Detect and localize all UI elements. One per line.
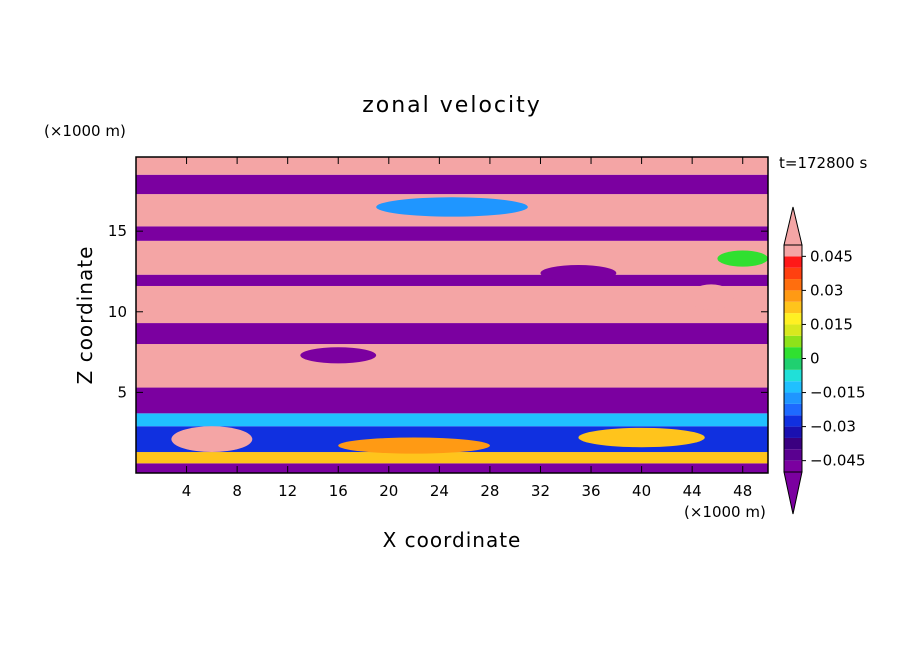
x-axis-unit: (×1000 m) [684, 503, 766, 521]
x-tick-label-0: 4 [182, 482, 192, 500]
colorbar-swatch-6 [784, 392, 802, 404]
heatmap-patch-3 [688, 284, 734, 311]
x-tick-label-2: 12 [278, 482, 297, 500]
x-tick-label-3: 16 [329, 482, 348, 500]
colorbar-label-6: −0.045 [810, 452, 866, 470]
heatmap-patch-5 [376, 197, 528, 217]
y-tick-label-1: 10 [108, 303, 127, 321]
colorbar-swatch-4 [784, 415, 802, 427]
colorbar-extend-max [783, 206, 803, 246]
x-tick-label-9: 40 [632, 482, 651, 500]
heatmap-patch-4 [540, 265, 617, 282]
colorbar-swatch-5 [784, 403, 802, 416]
heatmap-band-1 [136, 452, 768, 464]
colorbar-label-4: −0.015 [810, 384, 866, 402]
y-axis-label: Z coordinate [73, 246, 97, 385]
heatmap-patch-1 [338, 437, 490, 454]
chart-title: zonal velocity [362, 93, 542, 118]
colorbar-label-1: 0.03 [810, 281, 843, 299]
x-tick-label-6: 28 [480, 482, 499, 500]
colorbar-swatch-9 [784, 358, 802, 370]
colorbar-label-3: 0 [810, 350, 820, 368]
heatmap-field [136, 157, 768, 473]
heatmap-band-4 [136, 387, 768, 414]
colorbar-swatch-11 [784, 335, 802, 348]
heatmap-band-6 [136, 323, 768, 345]
colorbar-swatch-12 [784, 324, 802, 336]
colorbar-swatch-19 [784, 245, 802, 257]
colorbar-swatch-8 [784, 369, 802, 382]
x-tick-label-1: 8 [232, 482, 242, 500]
colorbar-swatch-13 [784, 313, 802, 325]
x-tick-label-11: 48 [733, 482, 752, 500]
y-tick-label-2: 15 [108, 222, 127, 240]
heatmap-band-10 [136, 226, 768, 241]
y-axis-unit: (×1000 m) [44, 122, 126, 140]
plot-frame [135, 156, 769, 474]
x-axis-ticks: 4 8 12 16 20 24 28 32 36 40 44 48 [182, 157, 752, 500]
colorbar-swatch-10 [784, 347, 802, 359]
heatmap-band-0 [136, 463, 768, 473]
y-axis-ticks: 5 10 15 [108, 222, 768, 401]
colorbar-label-0: 0.045 [810, 247, 853, 265]
x-tick-label-4: 20 [379, 482, 398, 500]
heatmap-band-8 [136, 274, 768, 286]
heatmap-band-7 [136, 285, 768, 324]
heatmap-patch-2 [578, 427, 705, 448]
colorbar-swatch-3 [784, 426, 802, 438]
colorbar-swatch-17 [784, 267, 802, 280]
colorbar-extend-min [783, 471, 803, 515]
heatmap-band-13 [136, 157, 768, 175]
heatmap-patch-7 [717, 250, 768, 267]
colorbar-swatch-2 [784, 437, 802, 450]
colorbar-swatch-15 [784, 290, 802, 302]
x-tick-label-10: 44 [683, 482, 702, 500]
colorbar: 0.045 0.03 0.015 0 −0.015 −0.03 −0.045 [783, 206, 866, 515]
colorbar-swatch-18 [784, 256, 802, 268]
heatmap-band-5 [136, 344, 768, 388]
colorbar-label-5: −0.03 [810, 418, 856, 436]
heatmap-band-9 [136, 240, 768, 275]
x-tick-label-5: 24 [430, 482, 449, 500]
y-tick-label-0: 5 [117, 383, 127, 401]
heatmap-patch-0 [171, 426, 253, 453]
x-tick-label-8: 36 [581, 482, 600, 500]
colorbar-swatch-7 [784, 381, 802, 393]
heatmap-patch-6 [300, 347, 377, 364]
x-tick-label-7: 32 [531, 482, 550, 500]
colorbar-swatch-14 [784, 301, 802, 314]
colorbar-swatch-1 [784, 449, 802, 461]
time-label: t=172800 s [779, 154, 867, 172]
colorbar-label-2: 0.015 [810, 315, 853, 333]
heatmap-band-3 [136, 413, 768, 427]
x-axis-label: X coordinate [383, 528, 522, 552]
colorbar-swatch-16 [784, 279, 802, 291]
colorbar-swatch-0 [784, 460, 802, 472]
heatmap-band-12 [136, 174, 768, 195]
